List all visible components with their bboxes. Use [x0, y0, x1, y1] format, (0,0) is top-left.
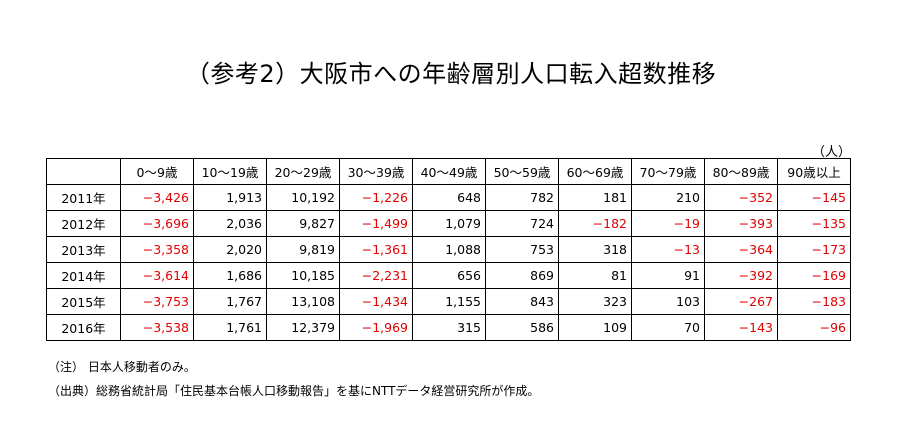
value-cell: −143: [704, 314, 778, 341]
unit-label: （人）: [812, 145, 852, 160]
page-title: （参考2）大阪市への年齢層別人口転入超数推移: [185, 60, 717, 88]
value-cell: −1,361: [339, 236, 413, 263]
column-header: 10～19歳: [193, 158, 267, 185]
value-cell: −1,434: [339, 288, 413, 315]
value-cell: 782: [485, 184, 559, 211]
value-cell: 10,192: [266, 184, 340, 211]
value-cell: 724: [485, 210, 559, 237]
table-row: 2013年 −3,358 2,020 9,819 −1,361 1,088 753 318 −1…: [46, 236, 851, 263]
value-cell: 9,819: [266, 236, 340, 263]
value-cell: −364: [704, 236, 778, 263]
value-cell: −3,753: [120, 288, 194, 315]
value-cell: −169: [777, 262, 851, 289]
value-cell: −3,426: [120, 184, 194, 211]
value-cell: 869: [485, 262, 559, 289]
column-header: 30～39歳: [339, 158, 413, 185]
column-header: 90歳以上: [777, 158, 851, 185]
value-cell: −3,614: [120, 262, 194, 289]
value-cell: 10,185: [266, 262, 340, 289]
value-cell: −2,231: [339, 262, 413, 289]
value-cell: −1,499: [339, 210, 413, 237]
value-cell: 1,088: [412, 236, 486, 263]
value-cell: −173: [777, 236, 851, 263]
value-cell: −1,969: [339, 314, 413, 341]
value-cell: 1,761: [193, 314, 267, 341]
column-header: 0～9歳: [120, 158, 194, 185]
value-cell: −135: [777, 210, 851, 237]
table-row: 2016年 −3,538 1,761 12,379 −1,969 315 586 109 70−…: [46, 314, 851, 341]
value-cell: 181: [558, 184, 632, 211]
year-cell: 2014年: [46, 262, 121, 289]
value-cell: 2,036: [193, 210, 267, 237]
value-cell: 1,155: [412, 288, 486, 315]
value-cell: −13: [631, 236, 705, 263]
value-cell: −19: [631, 210, 705, 237]
column-header: 70～79歳: [631, 158, 705, 185]
value-cell: 648: [412, 184, 486, 211]
value-cell: −3,538: [120, 314, 194, 341]
value-cell: 103: [631, 288, 705, 315]
corner-cell: [46, 158, 121, 185]
value-cell: −3,696: [120, 210, 194, 237]
value-cell: 1,767: [193, 288, 267, 315]
year-cell: 2016年: [46, 314, 121, 341]
value-cell: 91: [631, 262, 705, 289]
value-cell: −3,358: [120, 236, 194, 263]
value-cell: −96: [777, 314, 851, 341]
value-cell: −183: [777, 288, 851, 315]
value-cell: −145: [777, 184, 851, 211]
value-cell: −392: [704, 262, 778, 289]
value-cell: −1,226: [339, 184, 413, 211]
value-cell: 109: [558, 314, 632, 341]
header-row: 0～9歳 10～19歳 20～29歳 30～39歳 40～49歳 50～59歳 60～69歳…: [46, 158, 851, 185]
value-cell: −267: [704, 288, 778, 315]
table-row: 2012年 −3,696 2,036 9,827 −1,499 1,079 724 −182−…: [46, 210, 851, 237]
source-text: （出典）総務省統計局「住民基本台帳人口移動報告」を基にNTTデータ経営研究所が作…: [48, 384, 540, 398]
year-cell: 2011年: [46, 184, 121, 211]
value-cell: −182: [558, 210, 632, 237]
column-header: 80～89歳: [704, 158, 778, 185]
value-cell: 1,913: [193, 184, 267, 211]
value-cell: 210: [631, 184, 705, 211]
year-cell: 2012年: [46, 210, 121, 237]
value-cell: −352: [704, 184, 778, 211]
value-cell: 13,108: [266, 288, 340, 315]
value-cell: 843: [485, 288, 559, 315]
data-table: 0～9歳 10～19歳 20～29歳 30～39歳 40～49歳 50～59歳 60～69歳…: [46, 158, 851, 341]
value-cell: 315: [412, 314, 486, 341]
column-header: 50～59歳: [485, 158, 559, 185]
table-row: 2015年 −3,753 1,767 13,108 −1,434 1,155 843 323 1…: [46, 288, 851, 315]
value-cell: −393: [704, 210, 778, 237]
table-row: 2014年 −3,614 1,686 10,185 −2,231 656 869 81 91 −3…: [46, 262, 851, 289]
column-header: 20～29歳: [266, 158, 340, 185]
value-cell: 318: [558, 236, 632, 263]
value-cell: 1,079: [412, 210, 486, 237]
note-text: （注） 日本人移動者のみ。: [48, 360, 196, 374]
value-cell: 70: [631, 314, 705, 341]
value-cell: 81: [558, 262, 632, 289]
column-header: 60～69歳: [558, 158, 632, 185]
value-cell: 586: [485, 314, 559, 341]
value-cell: 2,020: [193, 236, 267, 263]
value-cell: 656: [412, 262, 486, 289]
year-cell: 2015年: [46, 288, 121, 315]
value-cell: 753: [485, 236, 559, 263]
table-row: 2011年 −3,426 1,913 10,192 −1,226 648 782 181 210…: [46, 184, 851, 211]
value-cell: 9,827: [266, 210, 340, 237]
value-cell: 1,686: [193, 262, 267, 289]
year-cell: 2013年: [46, 236, 121, 263]
column-header: 40～49歳: [412, 158, 486, 185]
value-cell: 12,379: [266, 314, 340, 341]
value-cell: 323: [558, 288, 632, 315]
